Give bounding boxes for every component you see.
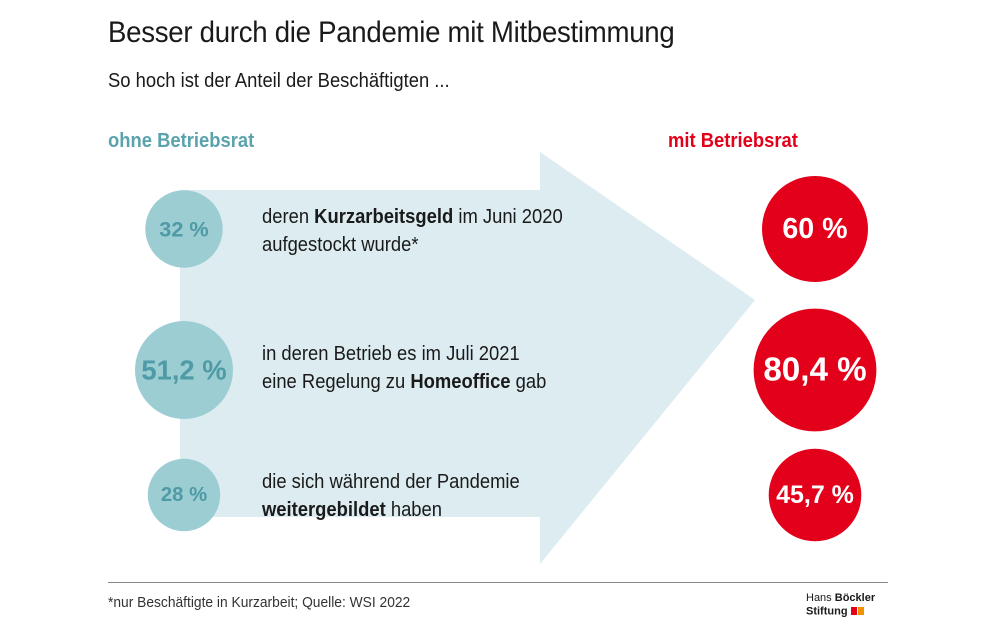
group-header-mit: mit Betriebsrat (668, 130, 798, 152)
bubble-ohne-0 (145, 190, 223, 268)
row-label-kurzarbeitsgeld: deren Kurzarbeitsgeld im Juni 2020 aufge… (262, 206, 563, 256)
bubble-ohne-label-2: 28 % (161, 484, 207, 506)
bubble-mit-label-0: 60 % (782, 213, 847, 245)
bubble-mit-2 (768, 448, 862, 542)
bubble-ohne-label-1: 51,2 % (141, 355, 226, 386)
bubble-mit-1 (753, 308, 877, 432)
bubble-mit-label-2: 45,7 % (776, 481, 854, 509)
bubble-ohne-2 (147, 458, 221, 532)
page-title: Besser durch die Pandemie mit Mitbestimm… (108, 16, 675, 49)
bubble-ohne-label-0: 32 % (159, 217, 208, 242)
group-header-ohne: ohne Betriebsrat (108, 130, 255, 152)
bubble-mit-label-1: 80,4 % (763, 352, 866, 389)
page-subtitle: So hoch ist der Anteil der Beschäftigten… (108, 70, 450, 92)
arrow-shape (180, 152, 755, 564)
footnote: *nur Beschäftigte in Kurzarbeit; Quelle:… (108, 594, 411, 611)
hans-boeckler-logo: Hans Böckler Stiftung (806, 592, 876, 618)
row-label-homeoffice: in deren Betrieb es im Juli 2021 eine Re… (262, 343, 547, 393)
bubble-mit-0 (762, 176, 868, 282)
footer-divider (108, 582, 888, 583)
bubble-ohne-1 (135, 321, 233, 419)
row-label-weiterbildung: die sich während der Pandemie weitergebi… (262, 471, 520, 521)
